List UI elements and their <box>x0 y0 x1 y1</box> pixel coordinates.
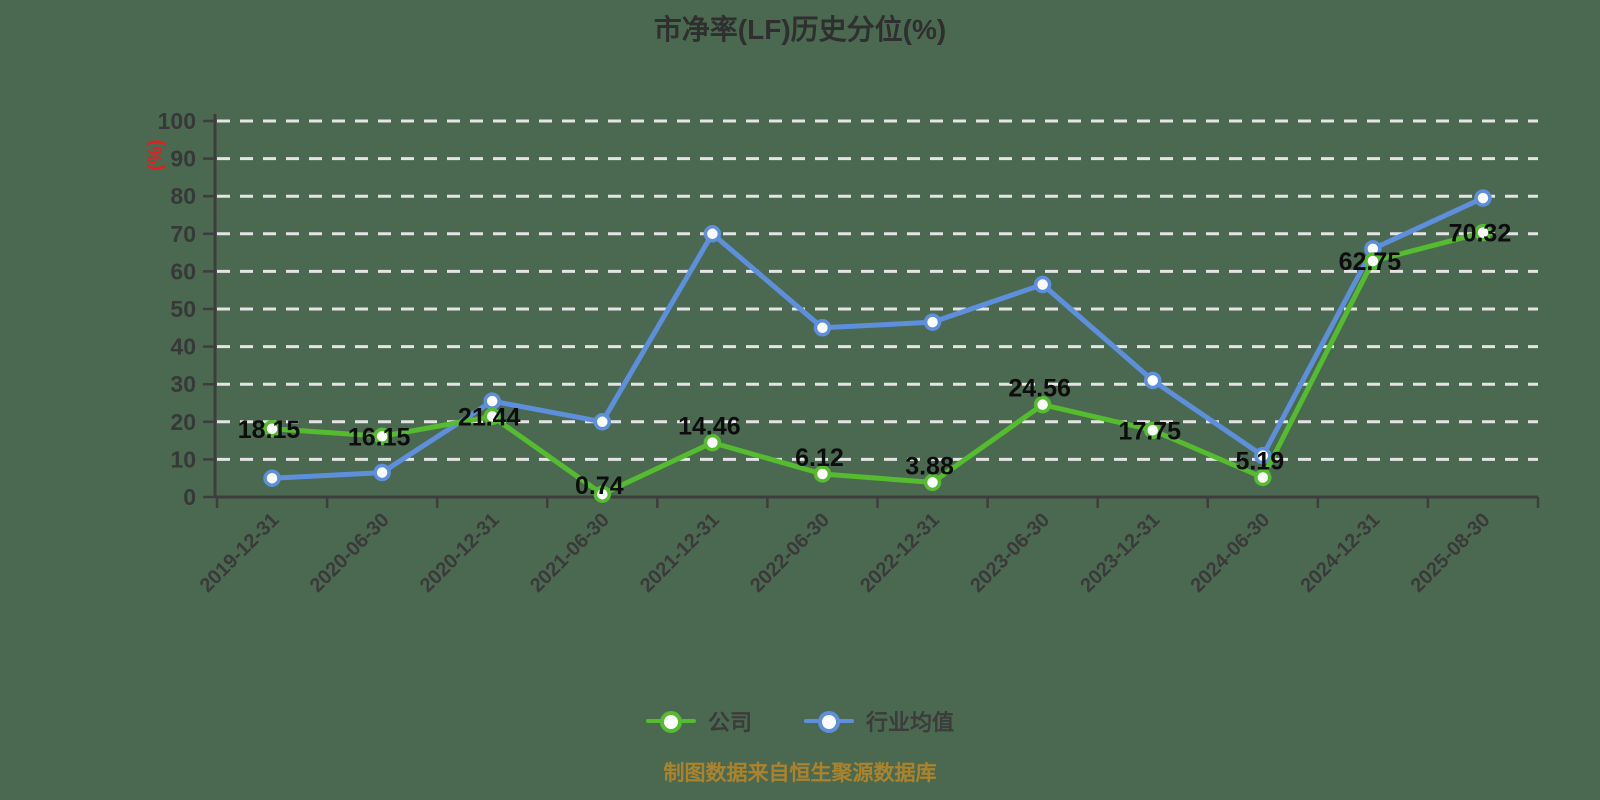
data-point[interactable] <box>1254 446 1272 465</box>
x-tick-label: 2023-06-30 <box>966 509 1054 597</box>
company-series <box>263 223 1492 503</box>
data-point[interactable] <box>1254 468 1272 487</box>
data-point[interactable] <box>1033 275 1052 294</box>
data-point[interactable] <box>1364 252 1382 270</box>
data-point[interactable] <box>703 433 722 452</box>
series-line <box>269 230 1486 497</box>
data-point[interactable] <box>813 465 832 483</box>
plot-area: 0 10 20 30 40 50 60 70 80 90 100 2019-12-31 2020-06-… <box>158 108 1540 597</box>
data-point[interactable] <box>923 313 942 331</box>
data-point[interactable] <box>1474 189 1492 207</box>
data-point[interactable] <box>1474 223 1492 242</box>
x-tick-label: 2024-12-31 <box>1297 509 1385 597</box>
data-point[interactable] <box>1143 421 1162 440</box>
y-tick-label: 50 <box>170 296 196 322</box>
x-tick-label: 2025-08-30 <box>1407 509 1495 597</box>
data-point[interactable] <box>373 463 391 482</box>
data-point[interactable] <box>263 420 281 438</box>
legend-label-industry: 行业均值 <box>866 710 955 735</box>
data-point[interactable] <box>483 407 501 426</box>
x-tick-label: 2024-06-30 <box>1186 509 1274 597</box>
x-tick-label: 2020-12-31 <box>416 509 504 597</box>
x-tick-label: 2021-12-31 <box>636 509 724 597</box>
data-point[interactable] <box>923 473 942 492</box>
data-point[interactable] <box>1033 395 1052 414</box>
data-point[interactable] <box>593 485 612 503</box>
y-tick-label: 10 <box>170 446 196 472</box>
data-labels: 18.15 16.15 21.44 0.74 14.46 6.12 3.88 24.56 17.… <box>238 220 1511 500</box>
company-series-marker-icon <box>645 710 696 733</box>
y-tick-label: 30 <box>170 371 196 397</box>
data-point[interactable] <box>593 413 612 431</box>
x-tick-label: 2021-06-30 <box>526 509 614 597</box>
data-point-label: 16.15 <box>348 423 411 451</box>
data-point-label: 17.75 <box>1118 417 1181 445</box>
data-point-label: 5.19 <box>1235 447 1284 475</box>
axes: 0 10 20 30 40 50 60 70 80 90 100 2019-12-31 2020-06-… <box>158 108 1540 597</box>
y-tick-label: 80 <box>170 183 196 209</box>
x-tick-label: 2022-12-31 <box>856 509 944 597</box>
data-point-label: 21.44 <box>458 403 521 431</box>
data-point[interactable] <box>813 319 832 337</box>
data-point-label: 62.75 <box>1339 248 1402 276</box>
data-point[interactable] <box>703 225 722 243</box>
x-tick-label: 2019-12-31 <box>196 509 284 597</box>
data-point-label: 18.15 <box>238 416 301 444</box>
legend: 公司 行业均值 <box>0 705 1600 737</box>
data-source-note: 制图数据来自恒生聚源数据库 <box>663 762 937 785</box>
industry-series-marker-icon <box>804 710 854 733</box>
data-point-label: 24.56 <box>1008 375 1071 403</box>
gridlines <box>217 119 1538 461</box>
data-point[interactable] <box>263 469 281 487</box>
y-tick-label: 90 <box>170 146 196 172</box>
data-point-label: 6.12 <box>795 444 844 472</box>
data-point-label: 70.32 <box>1449 220 1512 248</box>
legend-label-company: 公司 <box>707 710 752 735</box>
x-tick-label: 2022-06-30 <box>746 509 834 597</box>
x-tick-label: 2023-12-31 <box>1076 509 1164 597</box>
y-tick-label: 0 <box>183 484 196 510</box>
data-point-label: 3.88 <box>905 452 954 480</box>
data-point[interactable] <box>373 427 391 446</box>
y-tick-label: 100 <box>158 108 196 134</box>
y-tick-label: 20 <box>170 409 196 435</box>
y-tick-label: 60 <box>170 258 196 284</box>
legend-item-company[interactable]: 公司 <box>645 705 752 737</box>
data-point-label: 14.46 <box>678 413 741 441</box>
y-tick-label: 70 <box>170 221 196 247</box>
chart-title: 市净率(LF)历史分位(%) <box>653 14 947 45</box>
series-line <box>269 195 1486 481</box>
y-tick-label: 40 <box>170 334 196 360</box>
legend-item-industry[interactable]: 行业均值 <box>804 705 954 737</box>
x-tick-label: 2020-06-30 <box>306 509 394 597</box>
data-point[interactable] <box>1143 371 1162 390</box>
data-point-label: 0.74 <box>575 472 624 500</box>
